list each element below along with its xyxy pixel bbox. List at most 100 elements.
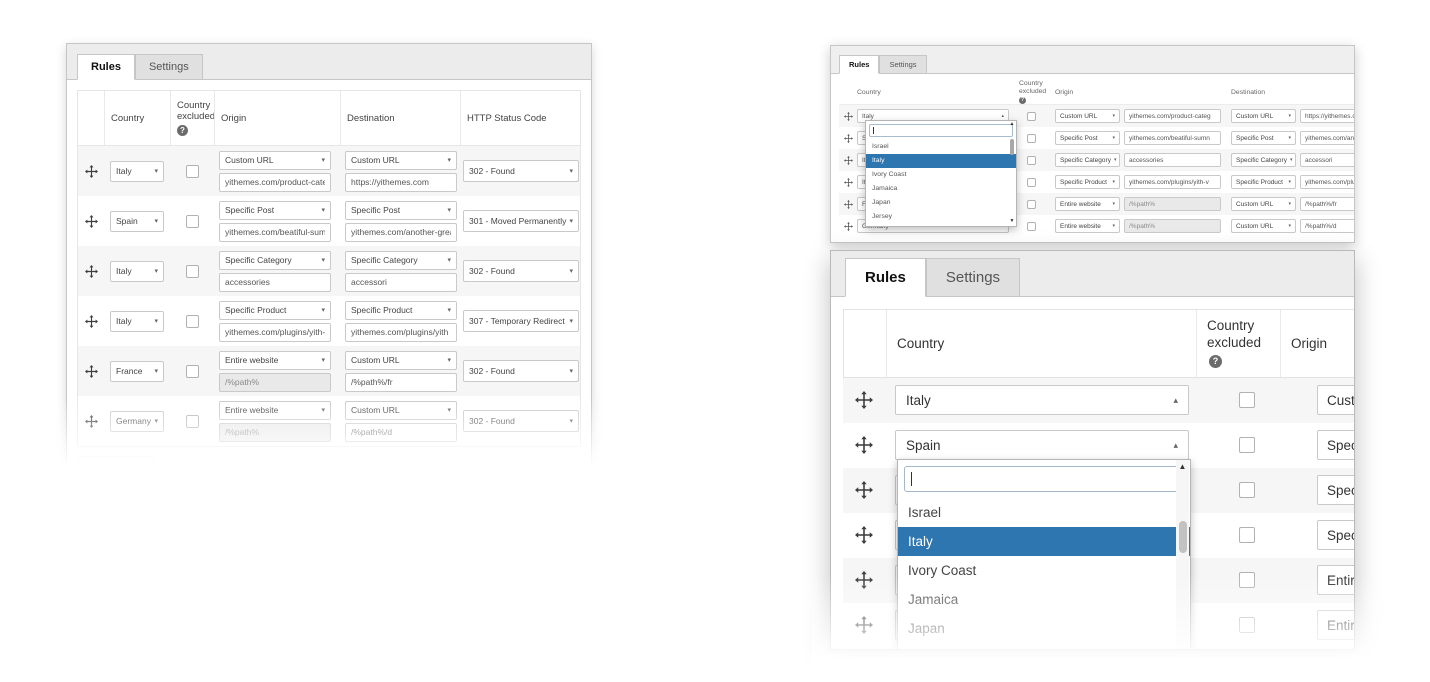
origin-type-select[interactable]: Entire website ▾ <box>1055 219 1120 234</box>
country-excluded-checkbox[interactable] <box>1239 527 1255 544</box>
destination-value-input[interactable] <box>345 172 457 192</box>
tab-rules[interactable]: Rules <box>845 258 926 297</box>
origin-type-select[interactable]: Specific Category ▾ <box>219 250 331 270</box>
drag-handle-icon[interactable] <box>85 365 98 378</box>
origin-type-select[interactable]: Specific Post ▾ <box>1055 131 1120 146</box>
drag-handle-icon[interactable] <box>85 315 98 328</box>
country-excluded-checkbox[interactable] <box>185 314 199 328</box>
country-option[interactable]: Israel <box>872 143 889 150</box>
add-rule-button[interactable]: + Add rule <box>79 456 155 481</box>
destination-type-select[interactable]: Custom URL ▾ <box>1231 197 1296 212</box>
country-select[interactable]: Italy ▾ <box>110 310 164 332</box>
destination-type-select[interactable]: Specific Product ▾ <box>345 300 457 320</box>
country-excluded-checkbox[interactable] <box>185 214 199 228</box>
country-option[interactable]: Ivory Coast <box>872 171 907 178</box>
origin-type-select[interactable]: Specific Post ▾ <box>219 200 331 220</box>
country-excluded-checkbox[interactable] <box>1027 177 1036 187</box>
country-option[interactable]: Israel <box>908 505 942 520</box>
origin-value-input[interactable] <box>1124 219 1221 234</box>
drag-handle-icon[interactable] <box>855 571 873 589</box>
origin-value-input[interactable] <box>1124 109 1221 124</box>
origin-type-select[interactable]: Custom URL ▾ <box>1055 109 1120 124</box>
country-option[interactable]: Japan <box>908 621 945 636</box>
origin-type-select[interactable]: Specific Category ▾ <box>1055 153 1120 168</box>
tab-rules[interactable]: Rules <box>839 55 880 74</box>
origin-value-input[interactable] <box>219 172 331 192</box>
country-select[interactable]: Germany ▾ <box>110 410 164 432</box>
country-option[interactable]: Italy <box>866 154 1016 168</box>
help-icon[interactable]: ? <box>177 125 188 136</box>
drag-handle-icon[interactable] <box>85 415 98 428</box>
destination-value-input[interactable] <box>1300 109 1354 124</box>
http-status-select[interactable]: 307 - Temporary Redirect ▾ <box>463 310 579 332</box>
destination-value-input[interactable] <box>345 222 457 242</box>
country-excluded-checkbox[interactable] <box>1239 617 1255 634</box>
drag-handle-icon[interactable] <box>855 616 873 634</box>
country-select[interactable]: Spain ▾ <box>110 210 164 232</box>
scrollbar-thumb[interactable] <box>1178 521 1187 553</box>
origin-value-input[interactable] <box>1124 197 1221 212</box>
origin-value-input[interactable] <box>219 322 331 342</box>
country-select[interactable]: Spain ▴ <box>895 430 1189 461</box>
drag-handle-icon[interactable] <box>844 112 853 121</box>
origin-value-input[interactable] <box>1124 153 1221 168</box>
origin-type-select[interactable]: Entire website ▾ <box>1055 197 1120 212</box>
drag-handle-icon[interactable] <box>855 436 873 454</box>
country-option[interactable]: Jamaica <box>872 185 898 192</box>
dropdown-scrollbar[interactable]: ▲ ▼ <box>1009 121 1015 224</box>
tab-settings[interactable]: Settings <box>925 258 1021 297</box>
http-status-select[interactable]: 302 - Found ▾ <box>463 410 579 432</box>
country-excluded-checkbox[interactable] <box>1239 482 1255 499</box>
destination-value-input[interactable] <box>345 272 457 292</box>
country-excluded-checkbox[interactable] <box>1027 155 1036 165</box>
destination-type-select[interactable]: Specific Post ▾ <box>345 200 457 220</box>
origin-type-select[interactable]: Custom URL ▾ <box>219 150 331 170</box>
destination-type-select[interactable]: Specific Product ▾ <box>1231 175 1296 190</box>
drag-handle-icon[interactable] <box>855 526 873 544</box>
help-icon[interactable]: ? <box>1209 354 1222 368</box>
country-excluded-checkbox[interactable] <box>185 264 199 278</box>
destination-value-input[interactable] <box>1300 219 1354 234</box>
drag-handle-icon[interactable] <box>844 222 853 231</box>
country-select[interactable]: France ▾ <box>110 360 164 382</box>
origin-type-select[interactable]: Entire website ▾ <box>1317 610 1354 641</box>
tab-rules[interactable]: Rules <box>77 54 135 80</box>
drag-handle-icon[interactable] <box>844 156 853 165</box>
country-select[interactable]: Italy ▾ <box>110 160 164 182</box>
destination-type-select[interactable]: Custom URL ▾ <box>1231 109 1296 124</box>
scroll-up-icon[interactable]: ▲ <box>1009 121 1015 127</box>
drag-handle-icon[interactable] <box>855 391 873 409</box>
destination-type-select[interactable]: Custom URL ▾ <box>1231 219 1296 234</box>
origin-value-input[interactable] <box>219 372 331 392</box>
tab-settings[interactable]: Settings <box>879 55 927 74</box>
tab-settings[interactable]: Settings <box>134 54 203 80</box>
country-select[interactable]: Italy ▾ <box>110 260 164 282</box>
origin-value-input[interactable] <box>1124 131 1221 146</box>
destination-value-input[interactable] <box>345 322 457 342</box>
scrollbar-thumb[interactable] <box>1010 139 1014 155</box>
destination-value-input[interactable] <box>1300 175 1354 190</box>
origin-type-select[interactable]: Entire website ▾ <box>1317 565 1354 596</box>
country-excluded-checkbox[interactable] <box>1027 133 1036 143</box>
country-excluded-checkbox[interactable] <box>185 164 199 178</box>
destination-type-select[interactable]: Custom URL ▾ <box>345 400 457 420</box>
country-option[interactable]: Italy <box>898 527 1190 556</box>
http-status-select[interactable]: 302 - Found ▾ <box>463 360 579 382</box>
http-status-select[interactable]: 301 - Moved Permanently ▾ <box>463 210 579 232</box>
help-icon[interactable]: ? <box>1019 96 1026 104</box>
origin-type-select[interactable]: Specific Category ▾ <box>1317 475 1354 506</box>
country-option[interactable]: Jamaica <box>908 592 959 607</box>
drag-handle-icon[interactable] <box>855 481 873 499</box>
country-excluded-checkbox[interactable] <box>185 364 199 378</box>
origin-type-select[interactable]: Specific Product ▾ <box>1055 175 1120 190</box>
country-excluded-checkbox[interactable] <box>1239 392 1255 409</box>
drag-handle-icon[interactable] <box>85 165 98 178</box>
destination-value-input[interactable] <box>1300 131 1354 146</box>
origin-type-select[interactable]: Specific Post ▾ <box>1317 430 1354 461</box>
country-option[interactable]: Ivory Coast <box>908 563 977 578</box>
drag-handle-icon[interactable] <box>844 200 853 209</box>
origin-value-input[interactable] <box>219 272 331 292</box>
origin-type-select[interactable]: Specific Product ▾ <box>1317 520 1354 551</box>
destination-value-input[interactable] <box>1300 197 1354 212</box>
country-excluded-checkbox[interactable] <box>1239 437 1255 454</box>
